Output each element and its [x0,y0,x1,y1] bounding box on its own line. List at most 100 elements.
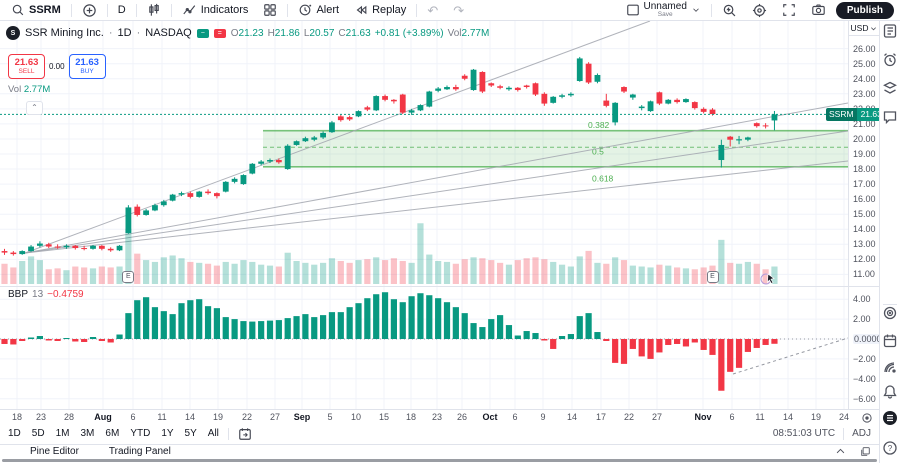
calendar-icon[interactable] [882,333,898,349]
quick-search-button[interactable] [717,1,742,20]
ideas-icon[interactable] [882,305,898,321]
collapse-legend-button[interactable]: ⌃ [26,101,43,115]
tab-pine-editor[interactable]: Pine Editor [30,446,79,457]
range-button-ytd[interactable]: YTD [130,428,151,439]
legend-title: SSR Mining Inc. [25,27,104,39]
symbol-legend[interactable]: S SSR Mining Inc. · 1D · NASDAQ − = O21.… [6,26,489,40]
range-button-5d[interactable]: 5D [31,428,45,439]
replay-icon [356,5,367,15]
fullscreen-button[interactable] [777,1,801,20]
news-icon[interactable] [882,359,898,375]
community-apps-icon[interactable] [882,410,898,426]
time-axis-label: Nov [694,412,712,422]
layout-icon [626,4,639,16]
price-axis-label: 14.00 [853,224,876,235]
range-button-5y[interactable]: 5Y [184,428,197,439]
range-button-3m[interactable]: 3M [80,428,95,439]
currency-selector[interactable]: USD [849,21,879,36]
indicators-button[interactable]: Indicators [177,1,254,20]
chart-style-button[interactable] [142,1,166,20]
expand-panel-button[interactable] [835,446,846,457]
indicator-templates-button[interactable] [258,1,282,20]
bbp-axis-label: 2.00 [853,314,871,325]
price-chart-canvas[interactable]: 0.382 0.5 0.618 [0,21,848,409]
bottom-scrollbar[interactable] [0,458,879,463]
publish-button[interactable]: Publish [835,1,894,19]
go-to-date-button[interactable] [238,427,252,441]
time-axis-label: 6 [512,412,518,422]
scroll-to-realtime-button[interactable] [861,411,873,429]
divider [170,3,172,17]
chart-area: 0.382 0.5 0.618 S SSR Mining Inc. · 1D · N… [0,21,879,463]
price-axis-label: 25.00 [853,58,876,69]
fib-level-label: 0.382 [588,120,610,130]
snapshot-button[interactable] [806,1,831,20]
chat-icon[interactable] [882,109,898,125]
spread-value: 0.00 [49,62,65,71]
chevron-down-icon [693,8,699,12]
range-button-1d[interactable]: 1D [8,428,21,439]
range-button-1m[interactable]: 1M [55,428,70,439]
symbol-logo: S [6,26,20,40]
undo-button[interactable]: ↶ [422,1,443,20]
time-axis-label: 11 [755,412,765,422]
legend-marker-down-icon[interactable]: = [213,28,226,38]
time-axis-label: 6 [729,412,735,422]
top-toolbar: SSRM D Indicators Alert Replay [0,0,900,21]
symbol-search-button[interactable]: SSRM [6,1,66,20]
divider [416,3,418,17]
help-icon[interactable]: ? [882,440,898,456]
change-value: +0.81 (+3.89%) [374,27,444,39]
price-axis[interactable]: USD 26.0025.0024.0023.0022.0021.0020.001… [848,21,879,409]
notifications-bell-icon[interactable] [882,384,898,400]
tabs-right-controls [835,446,871,457]
earnings-marker[interactable]: E [122,271,135,283]
redo-button[interactable]: ↷ [448,1,469,20]
legend-interval: 1D [117,27,132,39]
watchlist-icon[interactable] [882,23,898,39]
time-axis-label: Oct [482,412,498,422]
divider [106,3,108,17]
clock-utc: 08:51:03 UTC [772,428,836,439]
redo-icon: ↷ [453,2,465,18]
compare-button[interactable] [77,1,102,20]
legend-marker-up-icon[interactable]: − [196,28,209,38]
range-button-1y[interactable]: 1Y [161,428,174,439]
object-tree-icon[interactable] [882,80,898,96]
earnings-marker[interactable]: E [706,271,719,283]
legend-exchange: NASDAQ [145,27,192,39]
fullscreen-icon [783,4,795,16]
tab-trading-panel[interactable]: Trading Panel [108,446,171,457]
time-axis-label: 28 [63,412,74,422]
range-button-6m[interactable]: 6M [105,428,120,439]
indicators-icon [183,5,195,15]
symbol-label: SSRM [29,4,61,16]
time-axis-label: 27 [651,412,662,422]
quick-search-icon [723,4,736,16]
maximize-panel-button[interactable] [860,446,871,457]
time-axis-label: 18 [11,412,22,422]
price-axis-label: 15.00 [853,209,876,220]
fib-level-label: 0.5 [592,146,604,156]
layout-select-button[interactable]: Unnamed Save [621,1,706,20]
buy-button[interactable]: 21.63 BUY [68,54,106,79]
price-axis-label: 20.00 [853,133,876,144]
fib-level-label: 0.618 [592,173,614,183]
bbp-axis-label: −6.00 [853,393,876,404]
bbp-indicator-legend[interactable]: BBP 13 −0.4759 [8,289,84,300]
time-axis-label: 19 [810,412,821,422]
replay-button[interactable]: Replay [349,1,411,20]
trade-widget: 21.63 SELL 0.00 21.63 BUY [8,54,106,79]
time-axis-label: 10 [350,412,361,422]
time-axis-label: 19 [212,412,223,422]
range-button-all[interactable]: All [207,428,219,439]
time-axis[interactable]: 18 23 28 Aug 6 11 14 19 22 27 Sep 5 10 15 18 23 26 Oct 6 9 1… [0,409,879,423]
adjust-data-toggle[interactable]: ADJ [852,428,871,439]
alerts-icon[interactable] [882,52,898,68]
interval-button[interactable]: D [113,1,131,20]
time-axis-label: 9 [540,412,546,422]
sell-button[interactable]: 21.63 SELL [8,54,45,79]
settings-button[interactable] [747,1,772,20]
alert-button[interactable]: Alert [293,1,344,20]
